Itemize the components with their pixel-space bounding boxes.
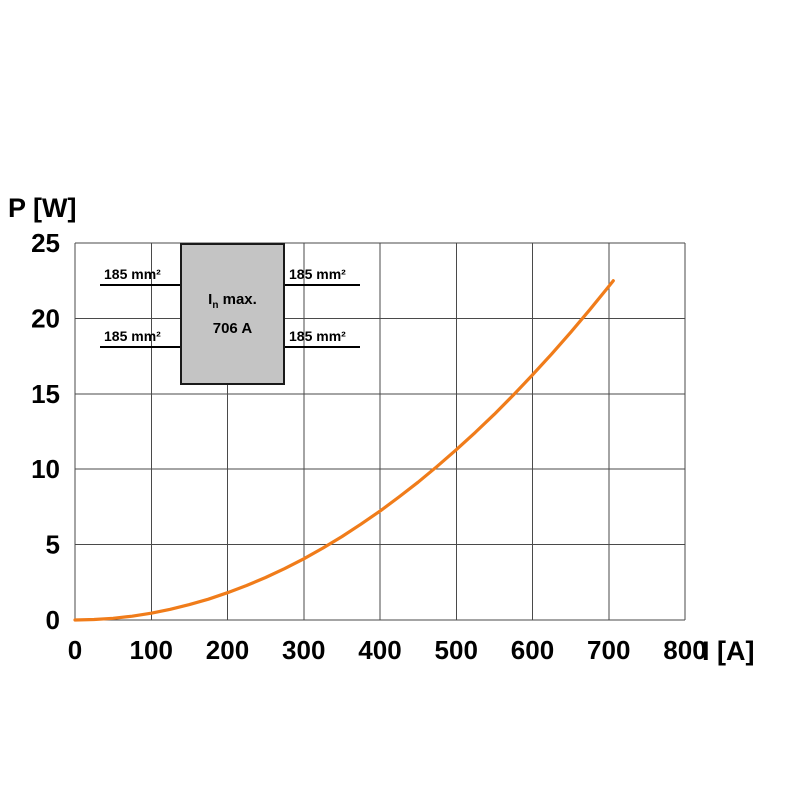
x-tick-label: 200 [206,635,249,665]
y-tick-label: 0 [46,605,60,635]
x-tick-label: 100 [130,635,173,665]
x-tick-label: 400 [358,635,401,665]
y-tick-label: 25 [31,228,60,258]
curve-power-loss-vs-current [73,279,615,622]
x-tick-label: 0 [68,635,82,665]
x-tick-label: 700 [587,635,630,665]
y-tick-label: 20 [31,303,60,333]
x-tick-label: 500 [435,635,478,665]
x-tick-label: 600 [511,635,554,665]
x-tick-label: 800 [663,635,706,665]
y-tick-label: 10 [31,454,60,484]
x-tick-label: 300 [282,635,325,665]
y-tick-label: 15 [31,379,60,409]
y-tick-label: 5 [46,530,60,560]
x-axis-title: I [A] [702,636,754,666]
y-axis-title: P [W] [8,193,77,223]
